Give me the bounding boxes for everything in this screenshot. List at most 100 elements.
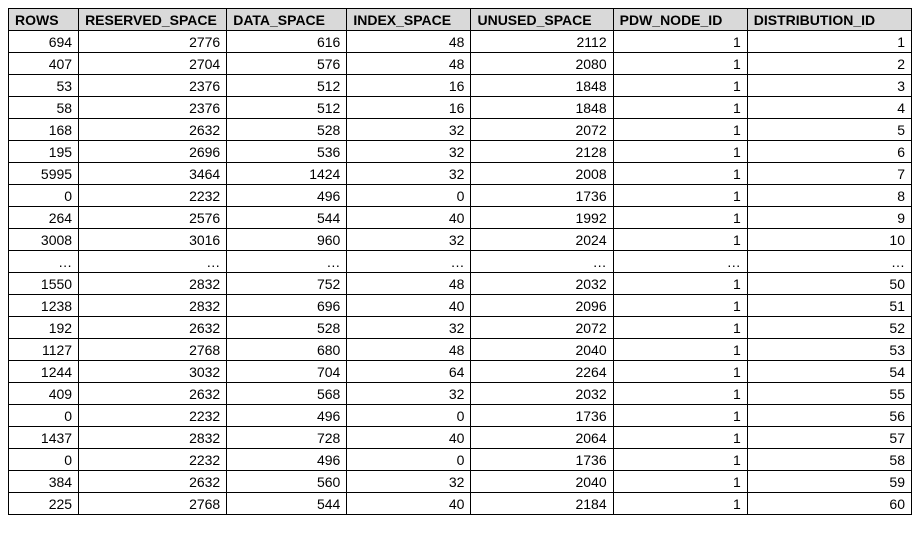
table-cell: 2032 bbox=[471, 383, 613, 405]
table-cell: 168 bbox=[9, 119, 79, 141]
table-cell: 48 bbox=[347, 339, 471, 361]
table-cell: 1424 bbox=[227, 163, 347, 185]
table-cell: 2040 bbox=[471, 471, 613, 493]
table-cell: 544 bbox=[227, 207, 347, 229]
table-cell: 407 bbox=[9, 53, 79, 75]
table-cell: 2376 bbox=[79, 97, 227, 119]
table-cell: … bbox=[227, 251, 347, 273]
table-cell: 3 bbox=[747, 75, 911, 97]
table-cell: 32 bbox=[347, 471, 471, 493]
table-cell: 5995 bbox=[9, 163, 79, 185]
col-header-reserved-space: RESERVED_SPACE bbox=[79, 9, 227, 31]
table-row: 14372832728402064157 bbox=[9, 427, 912, 449]
col-header-rows: ROWS bbox=[9, 9, 79, 31]
table-row: 022324960173618 bbox=[9, 185, 912, 207]
table-cell: 225 bbox=[9, 493, 79, 515]
table-cell: 1 bbox=[613, 185, 747, 207]
table-cell: 58 bbox=[747, 449, 911, 471]
table-row: 59953464142432200817 bbox=[9, 163, 912, 185]
table-row: 15502832752482032150 bbox=[9, 273, 912, 295]
table-cell: 0 bbox=[347, 405, 471, 427]
table-cell: 2696 bbox=[79, 141, 227, 163]
table-cell: 10 bbox=[747, 229, 911, 251]
table-cell: 1238 bbox=[9, 295, 79, 317]
table-cell: 2832 bbox=[79, 427, 227, 449]
table-cell: 1244 bbox=[9, 361, 79, 383]
table-row: ………………… bbox=[9, 251, 912, 273]
table-cell: 2080 bbox=[471, 53, 613, 75]
table-cell: 1 bbox=[613, 295, 747, 317]
table-cell: 1 bbox=[613, 163, 747, 185]
table-cell: 1127 bbox=[9, 339, 79, 361]
table-row: 3842632560322040159 bbox=[9, 471, 912, 493]
table-cell: 512 bbox=[227, 97, 347, 119]
table-cell: 16 bbox=[347, 75, 471, 97]
table-cell: 52 bbox=[747, 317, 911, 339]
table-cell: 48 bbox=[347, 273, 471, 295]
table-cell: 48 bbox=[347, 53, 471, 75]
table-cell: 1 bbox=[613, 339, 747, 361]
table-cell: 53 bbox=[9, 75, 79, 97]
table-cell: 496 bbox=[227, 405, 347, 427]
table-cell: 32 bbox=[347, 317, 471, 339]
col-header-data-space: DATA_SPACE bbox=[227, 9, 347, 31]
table-cell: 16 bbox=[347, 97, 471, 119]
table-cell: 2832 bbox=[79, 295, 227, 317]
table-row: 12443032704642264154 bbox=[9, 361, 912, 383]
table-cell: … bbox=[613, 251, 747, 273]
table-cell: 2008 bbox=[471, 163, 613, 185]
table-cell: 1 bbox=[613, 75, 747, 97]
table-cell: 1736 bbox=[471, 185, 613, 207]
table-cell: 60 bbox=[747, 493, 911, 515]
table-cell: 1 bbox=[613, 229, 747, 251]
table-cell: 568 bbox=[227, 383, 347, 405]
table-row: 4092632568322032155 bbox=[9, 383, 912, 405]
table-cell: 2040 bbox=[471, 339, 613, 361]
table-cell: 1550 bbox=[9, 273, 79, 295]
table-body: 6942776616482112114072704576482080125323… bbox=[9, 31, 912, 515]
table-cell: 2064 bbox=[471, 427, 613, 449]
table-cell: 2768 bbox=[79, 339, 227, 361]
table-row: 58237651216184814 bbox=[9, 97, 912, 119]
table-cell: 54 bbox=[747, 361, 911, 383]
table-cell: 536 bbox=[227, 141, 347, 163]
col-header-pdw-node-id: PDW_NODE_ID bbox=[613, 9, 747, 31]
table-cell: 55 bbox=[747, 383, 911, 405]
table-cell: 694 bbox=[9, 31, 79, 53]
table-cell: 2184 bbox=[471, 493, 613, 515]
table-cell: … bbox=[347, 251, 471, 273]
table-cell: 1 bbox=[613, 493, 747, 515]
table-row: 53237651216184813 bbox=[9, 75, 912, 97]
table-cell: 0 bbox=[9, 405, 79, 427]
table-cell: 0 bbox=[9, 185, 79, 207]
table-cell: 2096 bbox=[471, 295, 613, 317]
table-cell: … bbox=[747, 251, 911, 273]
table-cell: 2768 bbox=[79, 493, 227, 515]
table-cell: 2024 bbox=[471, 229, 613, 251]
col-header-unused-space: UNUSED_SPACE bbox=[471, 9, 613, 31]
table-cell: 50 bbox=[747, 273, 911, 295]
table-cell: 4 bbox=[747, 97, 911, 119]
table-cell: 192 bbox=[9, 317, 79, 339]
table-cell: 1 bbox=[613, 317, 747, 339]
table-cell: 32 bbox=[347, 119, 471, 141]
table-row: 12382832696402096151 bbox=[9, 295, 912, 317]
table-cell: 0 bbox=[347, 185, 471, 207]
table-cell: 1 bbox=[613, 383, 747, 405]
table-cell: 680 bbox=[227, 339, 347, 361]
table-cell: 32 bbox=[347, 163, 471, 185]
table-cell: 1 bbox=[613, 273, 747, 295]
table-row: 168263252832207215 bbox=[9, 119, 912, 141]
table-row: 407270457648208012 bbox=[9, 53, 912, 75]
table-cell: 5 bbox=[747, 119, 911, 141]
table-cell: 40 bbox=[347, 207, 471, 229]
table-cell: 1736 bbox=[471, 405, 613, 427]
table-cell: 544 bbox=[227, 493, 347, 515]
table-cell: 1848 bbox=[471, 75, 613, 97]
table-cell: 1 bbox=[613, 427, 747, 449]
table-cell: 528 bbox=[227, 317, 347, 339]
table-cell: 2232 bbox=[79, 405, 227, 427]
table-row: 264257654440199219 bbox=[9, 207, 912, 229]
table-cell: 528 bbox=[227, 119, 347, 141]
table-cell: 40 bbox=[347, 427, 471, 449]
